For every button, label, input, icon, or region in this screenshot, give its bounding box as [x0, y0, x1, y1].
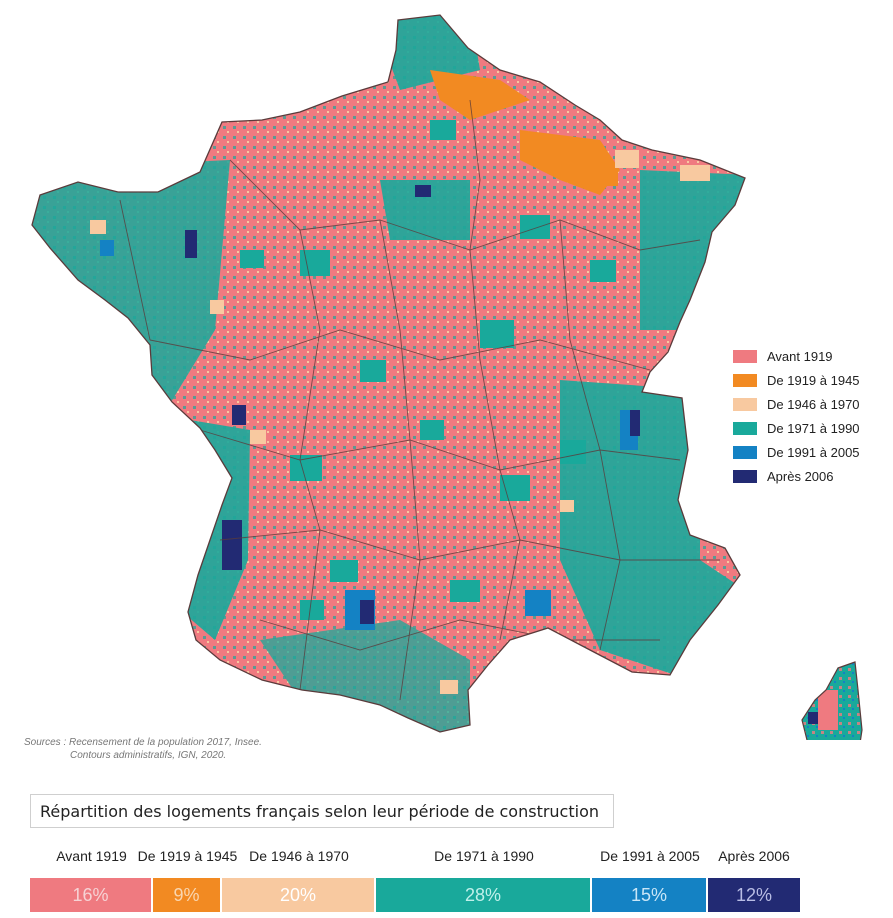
- distribution-percent: 28%: [464, 884, 502, 905]
- legend-swatch: [733, 445, 757, 459]
- distribution-segment: 15%: [592, 878, 708, 912]
- distribution-segment: 28%: [376, 878, 592, 912]
- legend-item-apres-2006: Après 2006: [733, 464, 860, 488]
- distribution-segment: 20%: [222, 878, 376, 912]
- distribution-percent: 20%: [279, 884, 317, 905]
- distribution-percent: 9%: [173, 884, 200, 905]
- legend-label: Avant 1919: [767, 348, 833, 364]
- legend-item-1919-1945: De 1919 à 1945: [733, 368, 860, 392]
- distribution-label: Après 2006: [718, 848, 790, 864]
- distribution-label: De 1991 à 2005: [600, 848, 700, 864]
- legend-label: De 1946 à 1970: [767, 396, 860, 412]
- distribution-segment: 12%: [708, 878, 800, 912]
- distribution-label: Avant 1919: [56, 848, 127, 864]
- france-map: [31, 14, 863, 740]
- distribution-labels: Avant 1919 De 1919 à 1945 De 1946 à 1970 De…: [30, 848, 800, 868]
- legend-item-1946-1970: De 1946 à 1970: [733, 392, 860, 416]
- distribution-label: De 1946 à 1970: [249, 848, 349, 864]
- sources-line-1: Sources : Recensement de la population 2…: [24, 737, 262, 748]
- sources-note: Sources : Recensement de la population 2…: [24, 736, 262, 762]
- distribution-percent: 16%: [72, 884, 109, 905]
- legend-label: De 1991 à 2005: [767, 444, 860, 460]
- distribution-percent: 15%: [630, 884, 668, 905]
- legend-swatch: [733, 421, 757, 435]
- legend-label: De 1919 à 1945: [767, 372, 860, 388]
- legend-swatch: [733, 469, 757, 483]
- distribution-label: De 1919 à 1945: [137, 848, 238, 864]
- distribution-bar: 16% 9% 20% 28% 15% 12%: [30, 878, 800, 912]
- legend-item-1971-1990: De 1971 à 1990: [733, 416, 860, 440]
- map-legend: Avant 1919 De 1919 à 1945 De 1946 à 1970…: [733, 344, 860, 488]
- housing-age-map: [31, 14, 863, 740]
- distribution-title: Répartition des logements français selon…: [30, 794, 614, 828]
- legend-item-avant-1919: Avant 1919: [733, 344, 860, 368]
- distribution-segment: 16%: [30, 878, 153, 912]
- distribution-label: De 1971 à 1990: [434, 848, 534, 864]
- distribution-segment: 9%: [153, 878, 222, 912]
- legend-swatch: [733, 397, 757, 411]
- sources-line-2: Contours administratifs, IGN, 2020.: [70, 750, 227, 761]
- legend-swatch: [733, 349, 757, 363]
- distribution-percent: 12%: [735, 884, 773, 905]
- legend-swatch: [733, 373, 757, 387]
- legend-label: Après 2006: [767, 468, 834, 484]
- legend-item-1991-2005: De 1991 à 2005: [733, 440, 860, 464]
- legend-label: De 1971 à 1990: [767, 420, 860, 436]
